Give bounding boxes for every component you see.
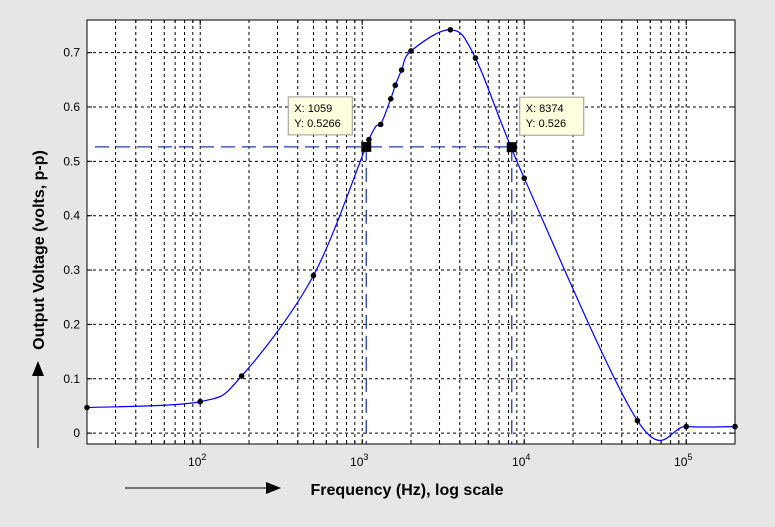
y-tick-label: 0.4: [63, 209, 80, 223]
datatip-y-label: Y: 0.5266: [294, 118, 341, 130]
x-axis-title: Frequency (Hz), log scale: [311, 482, 504, 499]
datatip-x-label: X: 8374: [526, 103, 564, 115]
x-tick-label: 105: [674, 452, 692, 469]
y-tick-label: 0.3: [63, 263, 80, 277]
y-axis-title: Output Voltage (volts, p-p): [31, 150, 48, 350]
datatip-box: [287, 96, 353, 136]
reference-lines: [95, 146, 513, 444]
data-point: [366, 136, 372, 143]
data-point: [683, 423, 690, 430]
data-point: [392, 82, 399, 89]
data-point: [398, 67, 405, 73]
datatip-x-label: X: 1059: [294, 103, 332, 115]
data-point: [521, 175, 528, 181]
datatip-y-label: Y: 0.526: [526, 118, 566, 130]
plot-frame: [86, 19, 736, 445]
x-tick-label: 102: [188, 452, 206, 469]
datatip-marker: [361, 141, 372, 152]
y-tick-label: 0: [73, 426, 80, 440]
data-point: [447, 26, 454, 33]
x-tick-labels: 102 103 104 105: [188, 452, 692, 469]
data-point: [197, 398, 204, 405]
datatip-box: [519, 96, 585, 136]
series-line: [86, 29, 736, 442]
series-layer: [84, 26, 738, 442]
datatips-layer: X: 1059 Y: 0.5266 X: 8374 Y: 0.526: [287, 96, 585, 153]
y-tick-label: 0.7: [63, 46, 80, 60]
x-tick-label: 103: [350, 452, 368, 469]
data-point: [238, 373, 245, 379]
y-tick-label: 0.2: [63, 317, 80, 331]
y-tick-label: 0.6: [63, 100, 80, 114]
y-tick-label: 0.5: [63, 154, 80, 168]
data-point: [377, 121, 384, 128]
data-point: [634, 417, 641, 424]
data-point: [387, 96, 394, 102]
y-tick-labels: 0 0.1 0.2 0.3 0.4 0.5 0.6 0.7: [63, 46, 80, 441]
x-axis-arrow: [125, 482, 281, 494]
data-point: [472, 55, 479, 61]
data-point: [310, 272, 317, 279]
x-tick-label: 104: [512, 452, 530, 469]
y-axis-arrow: [32, 361, 44, 448]
y-tick-label: 0.1: [63, 372, 80, 386]
data-point: [408, 48, 414, 54]
datatip-marker: [506, 142, 517, 153]
